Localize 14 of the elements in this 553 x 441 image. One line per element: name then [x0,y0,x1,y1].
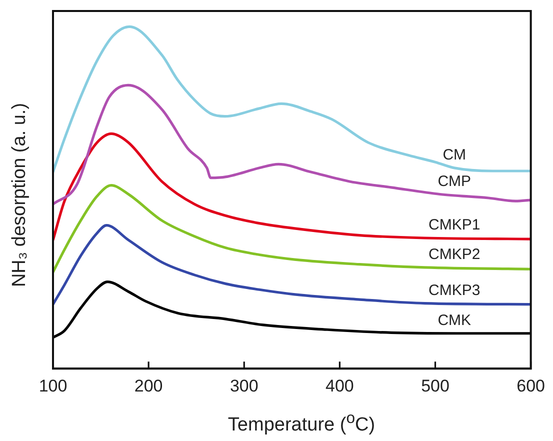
x-tick-label: 100 [38,376,68,396]
x-tick-label: 400 [326,376,354,396]
x-axis-title: Temperature ($^{o}$C) [226,410,376,436]
series-label: CMKP2 [428,246,480,264]
x-tick-label: 500 [421,376,450,396]
x-tick-label: 600 [516,376,546,396]
series-label: CMKP3 [428,282,480,299]
series-label: CMKP1 [428,216,480,234]
series-label: CMK [438,312,472,330]
y-axis-title: NH₃ desorption (a. u.) [9,102,31,288]
x-tick-label: 200 [134,376,163,396]
series-label: CM [442,146,466,164]
series-label: CMP [438,172,472,190]
x-tick-label: 300 [230,376,258,396]
